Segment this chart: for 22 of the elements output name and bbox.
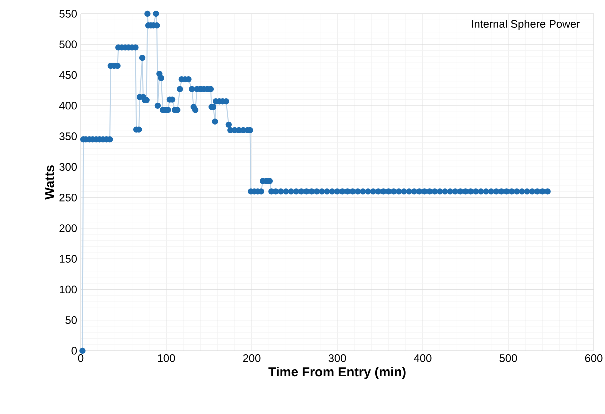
x-tick-label: 100 <box>158 354 176 362</box>
x-tick-label: 0 <box>78 354 84 362</box>
y-axis-title: Watts <box>45 166 54 200</box>
x-tick-label: 500 <box>500 354 518 362</box>
x-tick-label: 400 <box>414 354 432 362</box>
y-tick-label: 0 <box>72 347 78 355</box>
text: Internal Sphere Power <box>472 20 580 30</box>
x-tick-label: 300 <box>328 354 346 362</box>
y-tick-label: 50 <box>66 316 78 324</box>
y-tick-label: 250 <box>60 194 78 202</box>
y-tick-label: 150 <box>60 255 78 263</box>
y-tick-label: 550 <box>60 10 78 18</box>
x-tick-label: 600 <box>585 354 603 362</box>
x-tick-label: 200 <box>243 354 261 362</box>
x-axis-title: Time From Entry (min) <box>268 367 406 380</box>
y-tick-label: 300 <box>60 163 78 172</box>
y-tick-label: 100 <box>60 286 78 294</box>
y-tick-label: 400 <box>59 102 78 110</box>
y-tick-label: 450 <box>59 71 78 80</box>
y-tick-label: 200 <box>60 224 78 232</box>
y-tick-label: 350 <box>60 132 78 140</box>
y-tick-label: 500 <box>60 40 78 49</box>
